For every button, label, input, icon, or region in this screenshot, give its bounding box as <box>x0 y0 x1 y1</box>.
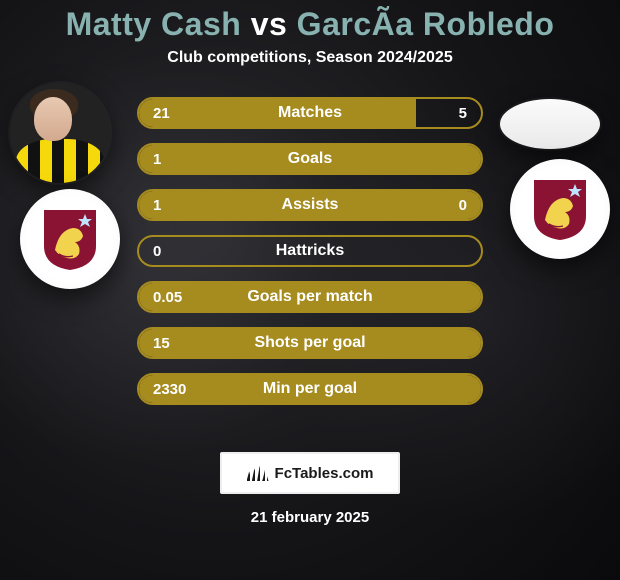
player-right-photo-placeholder <box>500 99 600 149</box>
stat-left-value: 0 <box>153 243 161 260</box>
stat-bar-fill <box>139 329 481 357</box>
stat-bar-fill <box>139 283 481 311</box>
club-badge-left <box>20 189 120 289</box>
stat-left-value: 1 <box>153 197 161 214</box>
subtitle: Club competitions, Season 2024/2025 <box>167 49 452 67</box>
stat-right-value: 5 <box>459 105 467 122</box>
stat-bar-fill <box>139 191 481 219</box>
stat-bar: 1Assists0 <box>137 189 483 221</box>
stat-label: Hattricks <box>139 242 481 260</box>
stat-bar: 0Hattricks <box>137 235 483 267</box>
club-badge-right <box>510 159 610 259</box>
stat-bars: 21Matches51Goals1Assists00Hattricks0.05G… <box>137 97 483 419</box>
stat-bar: 15Shots per goal <box>137 327 483 359</box>
stat-left-value: 0.05 <box>153 289 182 306</box>
branding-text: FcTables.com <box>275 465 374 482</box>
stat-left-value: 15 <box>153 335 170 352</box>
stat-right-value: 0 <box>459 197 467 214</box>
branding-box[interactable]: FcTables.com <box>220 452 400 494</box>
shield-icon <box>41 206 99 272</box>
title-left: Matty Cash <box>66 6 242 42</box>
title-right: GarcÃ­a Robledo <box>297 6 555 42</box>
stat-bar: 0.05Goals per match <box>137 281 483 313</box>
comparison-card: Matty Cash vs GarcÃ­a Robledo Club compe… <box>0 0 620 580</box>
stat-left-value: 1 <box>153 151 161 168</box>
stat-bar-fill <box>139 145 481 173</box>
stat-bar: 1Goals <box>137 143 483 175</box>
page-title: Matty Cash vs GarcÃ­a Robledo <box>66 6 555 43</box>
date-text: 21 february 2025 <box>251 509 369 526</box>
shield-icon <box>531 176 589 242</box>
fctables-logo-icon <box>247 465 269 481</box>
title-vs: vs <box>251 6 288 42</box>
player-left-photo <box>10 83 110 183</box>
stage: 21Matches51Goals1Assists00Hattricks0.05G… <box>0 67 620 580</box>
stat-bar: 2330Min per goal <box>137 373 483 405</box>
stat-bar-fill <box>139 99 416 127</box>
stat-bar-fill <box>139 375 481 403</box>
stat-left-value: 2330 <box>153 381 186 398</box>
stat-left-value: 21 <box>153 105 170 122</box>
stat-bar: 21Matches5 <box>137 97 483 129</box>
